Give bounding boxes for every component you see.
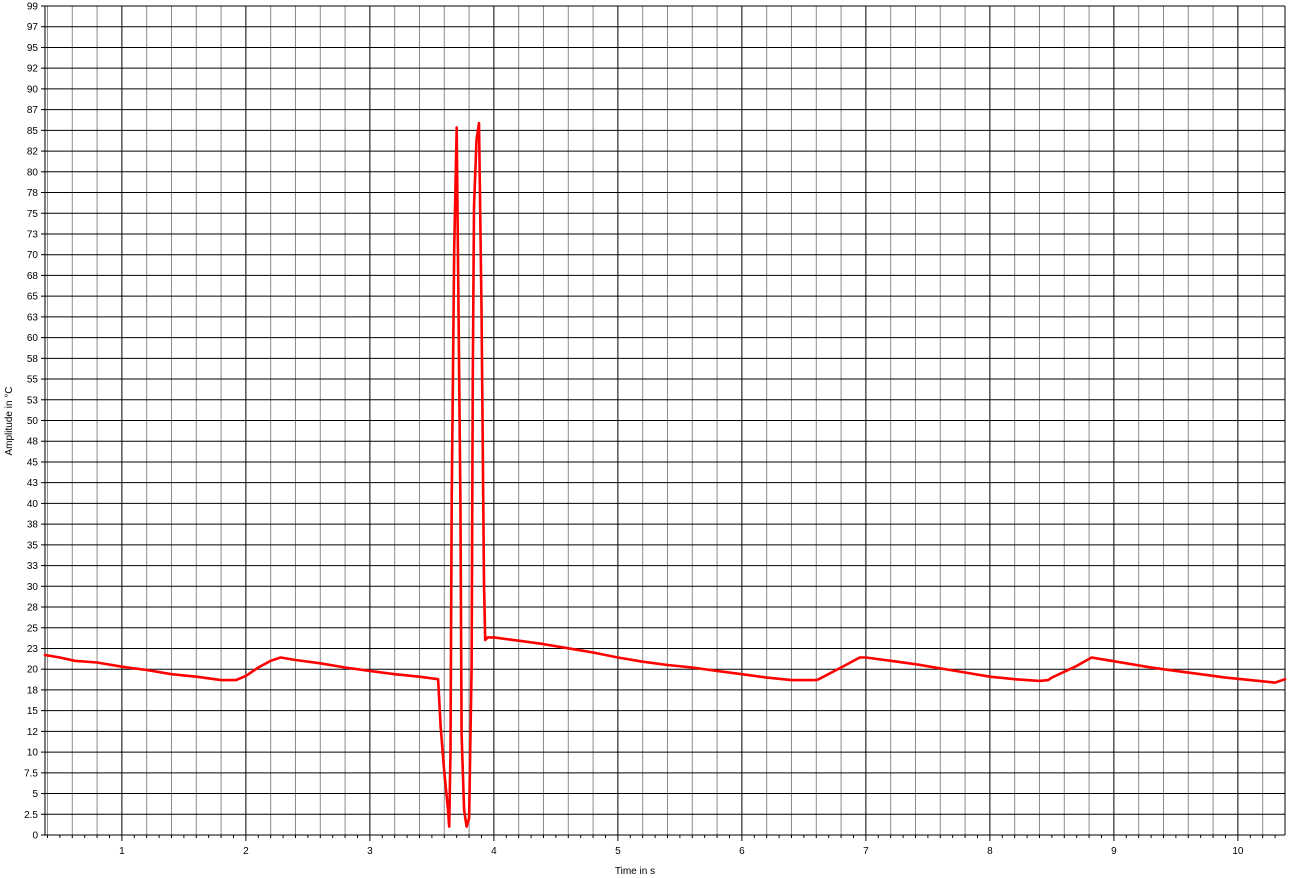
y-axis-ticks: 0 2.5 5 7.5 10 12 15 18 20 23 25 28 30 33 35 38 40 43 45 48… xyxy=(24,2,45,842)
x-tick-label: 4 xyxy=(491,846,497,857)
x-tick-label: 7 xyxy=(863,846,869,857)
x-tick-label: 1 xyxy=(119,846,125,857)
x-tick-label: 9 xyxy=(1111,846,1117,857)
x-tick-label: 6 xyxy=(739,846,745,857)
y-tick-label: 99 xyxy=(27,2,39,13)
y-tick-label: 78 xyxy=(27,188,39,199)
y-tick-label: 7.5 xyxy=(24,768,38,779)
y-tick-label: 73 xyxy=(27,229,39,240)
y-tick-label: 75 xyxy=(27,209,39,220)
y-tick-label: 85 xyxy=(27,126,39,137)
y-tick-label: 25 xyxy=(27,623,39,634)
y-tick-label: 10 xyxy=(27,748,39,759)
x-tick-label: 10 xyxy=(1232,846,1244,857)
x-axis-ticks: 1 2 3 4 5 6 7 8 9 10 xyxy=(46,835,1276,857)
y-tick-label: 55 xyxy=(27,375,39,386)
y-tick-label: 60 xyxy=(27,333,39,344)
series-layer xyxy=(43,121,1287,828)
y-tick-label: 53 xyxy=(27,395,39,406)
y-axis-label: Amplitude in °C xyxy=(4,386,15,455)
y-tick-label: 82 xyxy=(27,147,39,158)
y-tick-label: 58 xyxy=(27,354,39,365)
y-tick-label: 87 xyxy=(27,105,39,116)
y-tick-label: 48 xyxy=(27,437,39,448)
y-tick-label: 65 xyxy=(27,292,39,303)
y-tick-label: 33 xyxy=(27,561,39,572)
y-tick-label: 43 xyxy=(27,478,39,489)
x-tick-label: 8 xyxy=(987,846,993,857)
y-tick-label: 12 xyxy=(27,727,39,738)
y-tick-label: 90 xyxy=(27,84,39,95)
y-tick-label: 70 xyxy=(27,250,39,261)
y-tick-label: 45 xyxy=(27,457,39,468)
y-tick-label: 30 xyxy=(27,582,39,593)
y-tick-label: 18 xyxy=(27,685,39,696)
major-gridlines xyxy=(44,5,1286,836)
x-tick-label: 3 xyxy=(367,846,373,857)
y-tick-label: 50 xyxy=(27,416,39,427)
y-tick-label: 20 xyxy=(27,665,39,676)
y-tick-label: 23 xyxy=(27,644,39,655)
x-axis-label: Time in s xyxy=(615,866,655,877)
y-tick-label: 5 xyxy=(32,789,38,800)
y-tick-label: 28 xyxy=(27,603,39,614)
y-tick-label: 80 xyxy=(27,167,39,178)
y-tick-label: 15 xyxy=(27,706,39,717)
x-tick-label: 5 xyxy=(615,846,621,857)
y-tick-label: 38 xyxy=(27,520,39,531)
y-tick-label: 63 xyxy=(27,312,39,323)
y-tick-label: 95 xyxy=(27,43,39,54)
y-tick-label: 0 xyxy=(32,831,38,842)
y-tick-label: 68 xyxy=(27,271,39,282)
y-tick-label: 40 xyxy=(27,499,39,510)
y-tick-label: 92 xyxy=(27,64,39,75)
x-tick-label: 2 xyxy=(243,846,249,857)
y-tick-label: 2.5 xyxy=(24,810,38,821)
y-tick-label: 97 xyxy=(27,22,39,33)
series-line-0 xyxy=(43,121,1287,828)
y-tick-label: 35 xyxy=(27,540,39,551)
